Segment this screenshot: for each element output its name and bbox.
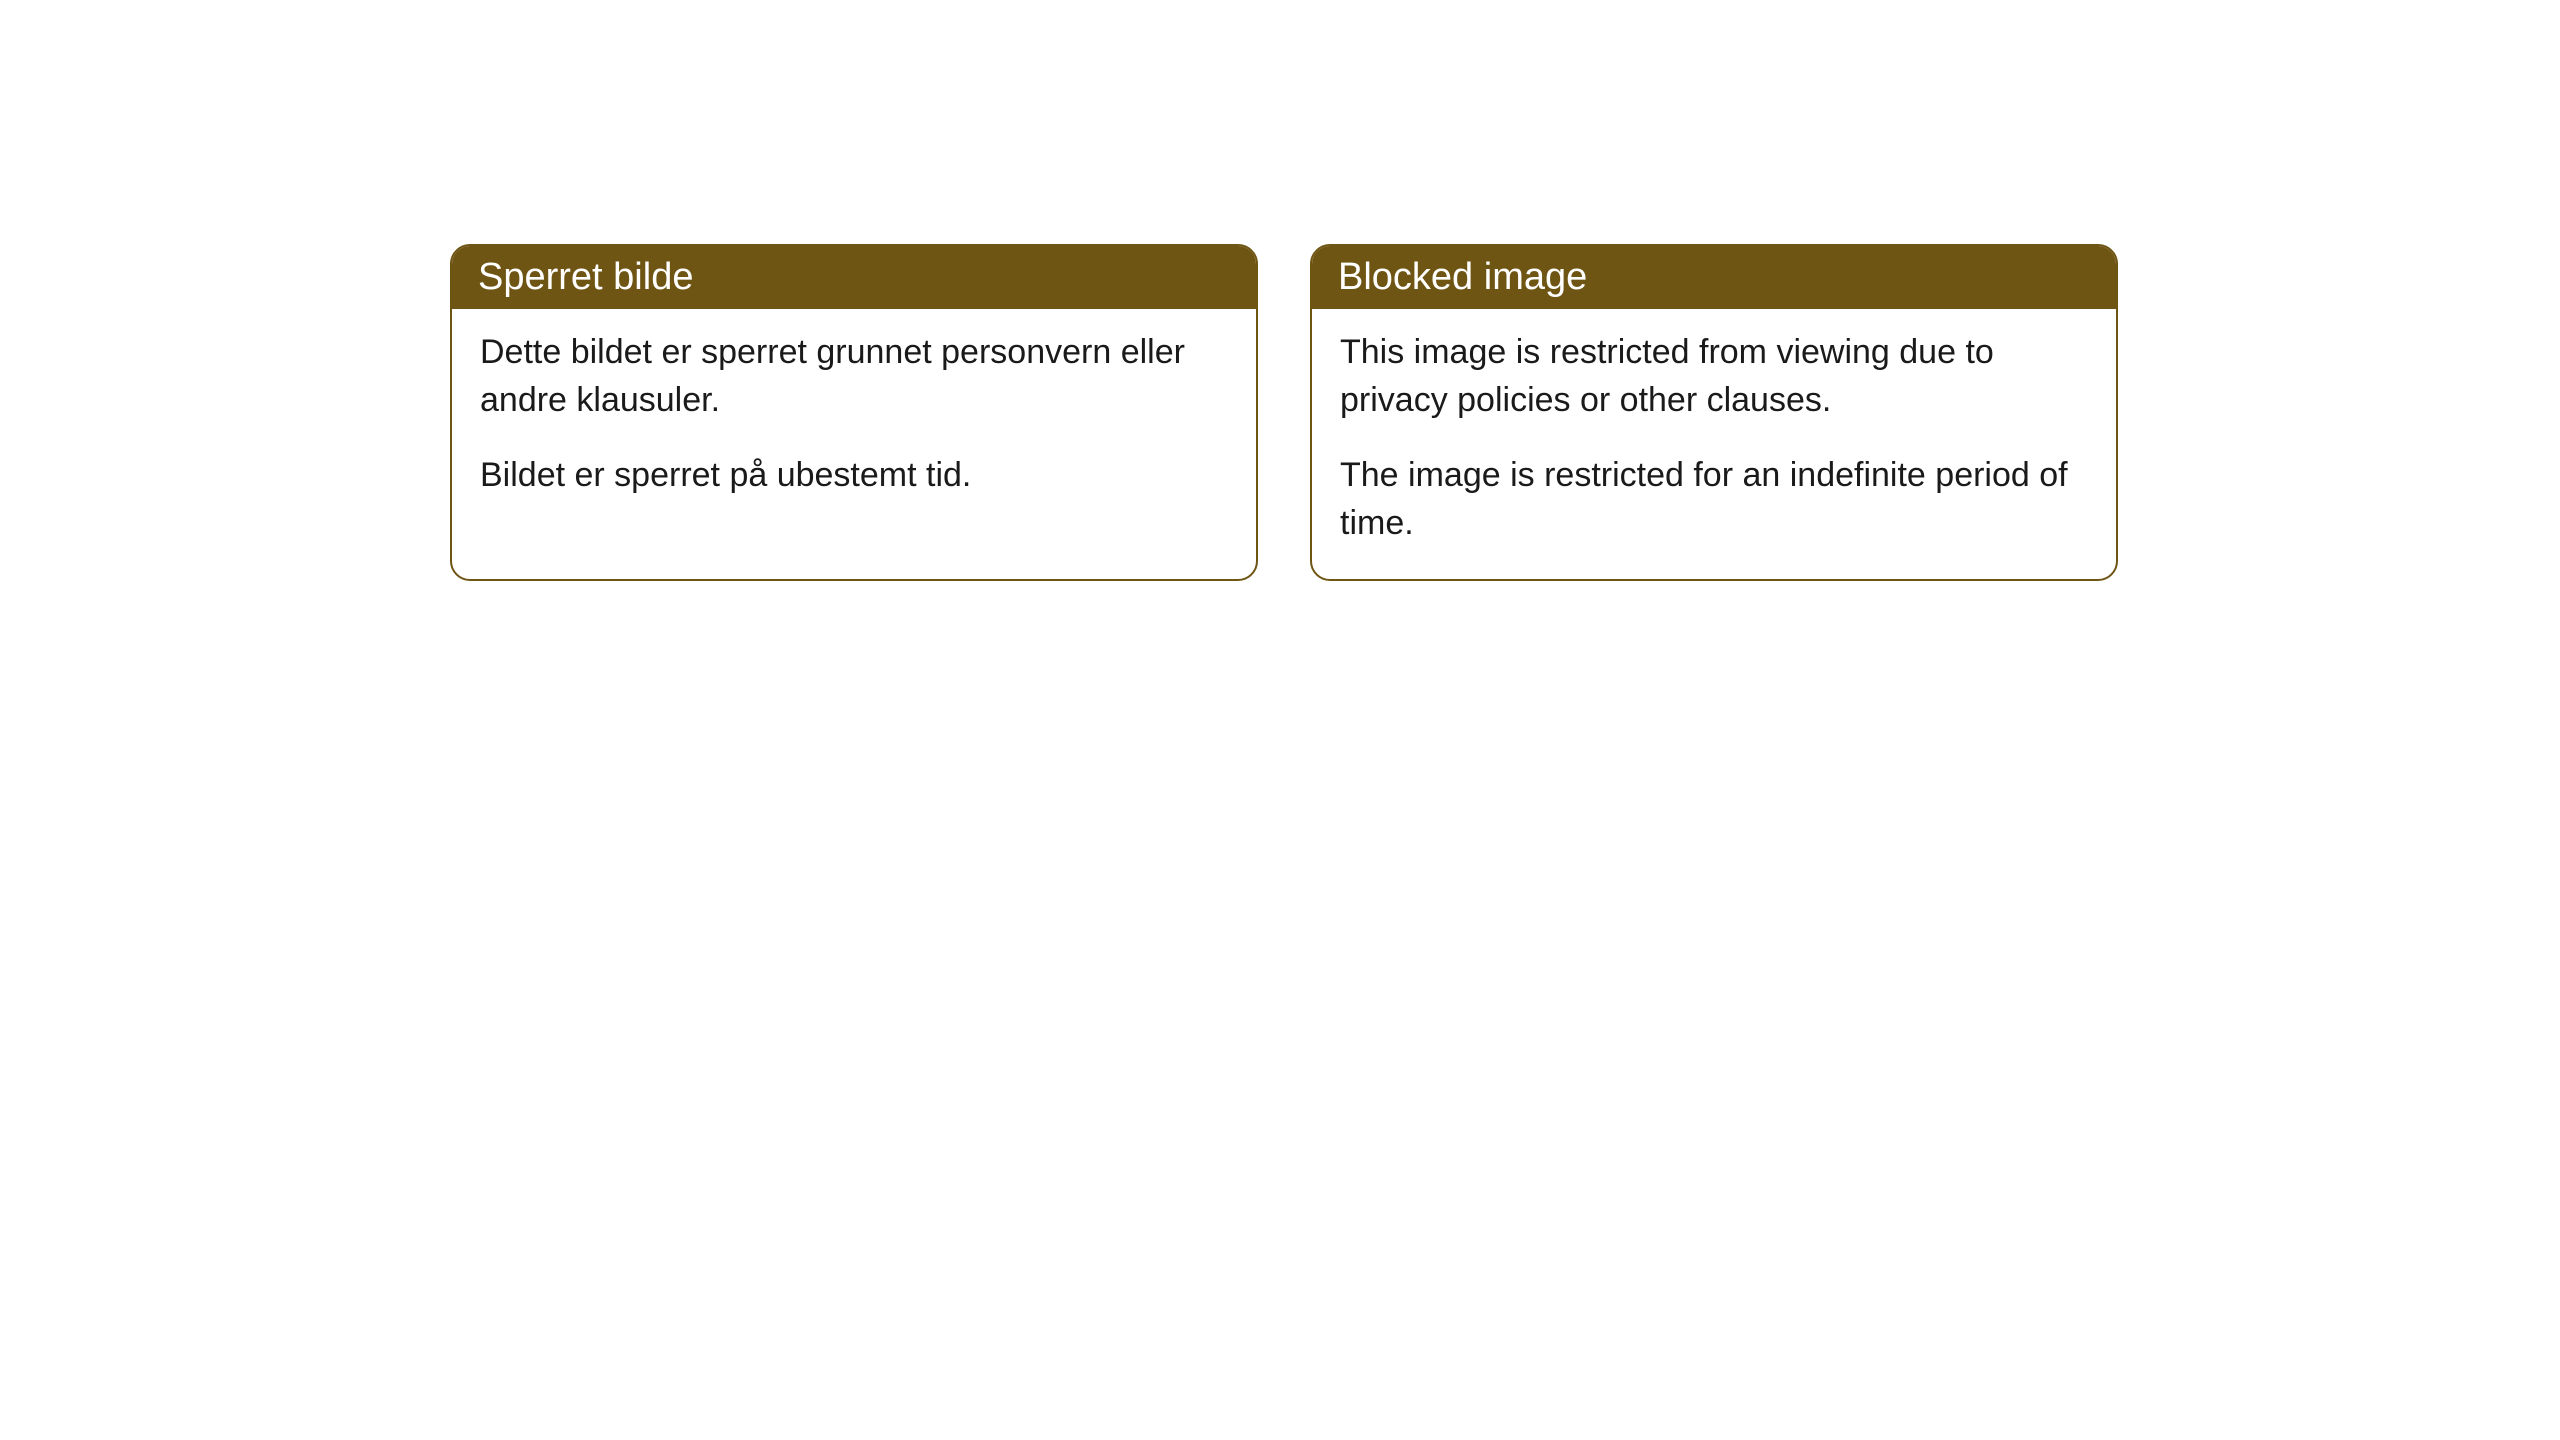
- card-body: This image is restricted from viewing du…: [1312, 309, 2116, 579]
- blocked-image-card-english: Blocked image This image is restricted f…: [1310, 244, 2118, 581]
- card-paragraph: Dette bildet er sperret grunnet personve…: [480, 329, 1228, 424]
- card-paragraph: This image is restricted from viewing du…: [1340, 329, 2088, 424]
- card-paragraph: The image is restricted for an indefinit…: [1340, 452, 2088, 547]
- blocked-image-card-norwegian: Sperret bilde Dette bildet er sperret gr…: [450, 244, 1258, 581]
- card-body: Dette bildet er sperret grunnet personve…: [452, 309, 1256, 532]
- card-paragraph: Bildet er sperret på ubestemt tid.: [480, 452, 1228, 500]
- card-header: Blocked image: [1312, 246, 2116, 309]
- card-header: Sperret bilde: [452, 246, 1256, 309]
- cards-container: Sperret bilde Dette bildet er sperret gr…: [0, 0, 2560, 581]
- card-title: Blocked image: [1338, 256, 1587, 298]
- card-title: Sperret bilde: [478, 256, 693, 298]
